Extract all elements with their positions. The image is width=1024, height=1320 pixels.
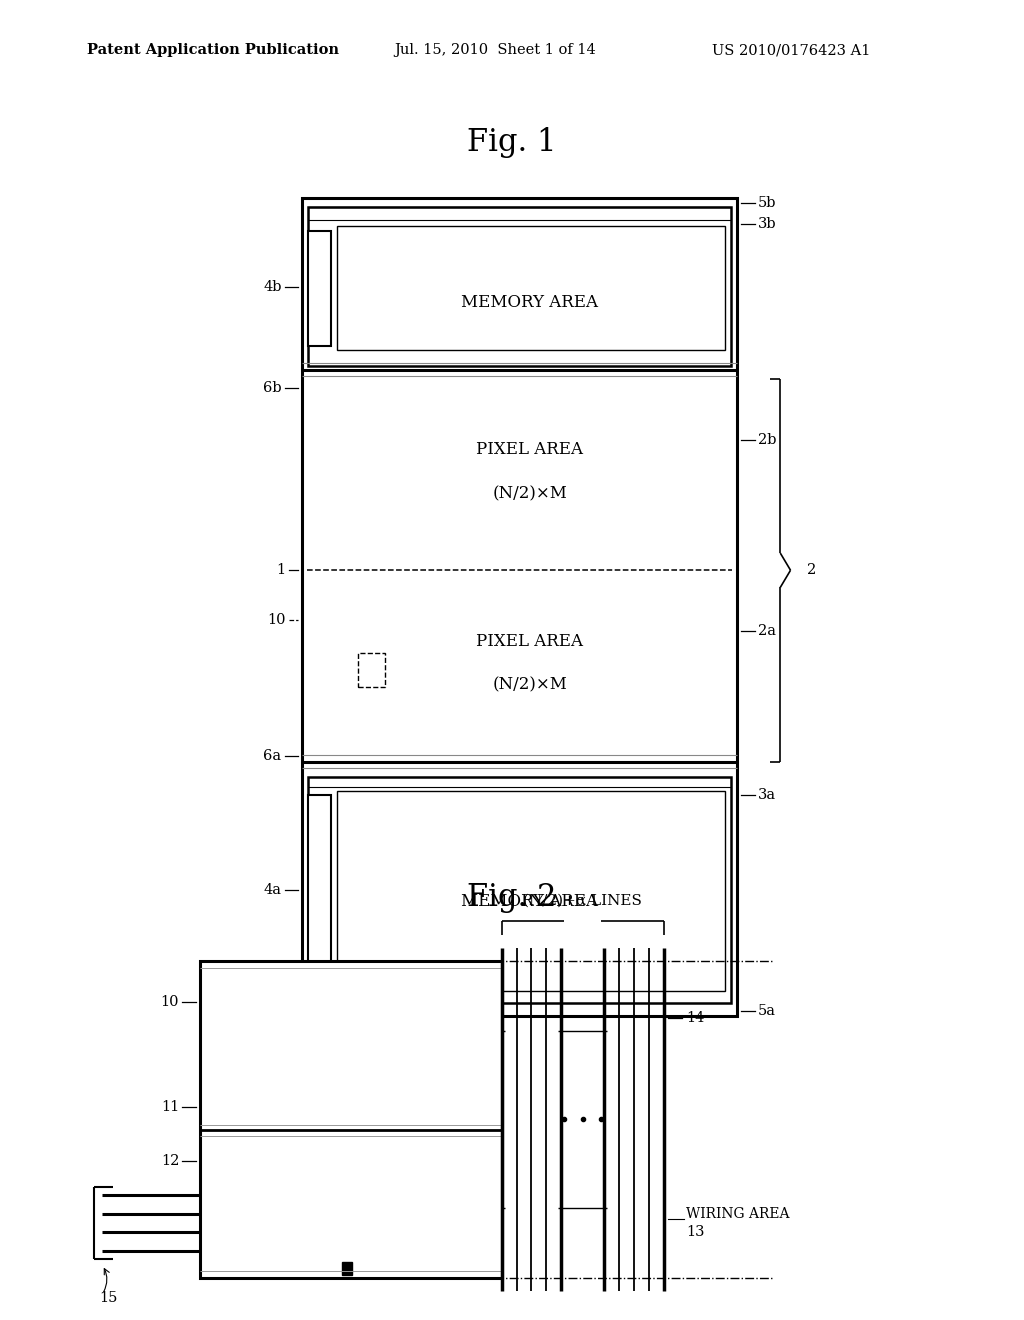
Text: MEMORY AREA: MEMORY AREA xyxy=(462,894,598,909)
Text: 11: 11 xyxy=(161,1100,179,1114)
Bar xyxy=(342,1262,352,1275)
Bar xyxy=(200,961,502,1278)
Text: 5a: 5a xyxy=(758,1005,776,1018)
Bar xyxy=(308,231,331,346)
Text: 12: 12 xyxy=(161,1154,179,1168)
Text: 15: 15 xyxy=(99,1291,118,1305)
Text: 1: 1 xyxy=(276,564,286,577)
Text: WIRING AREA: WIRING AREA xyxy=(686,1208,790,1221)
Bar xyxy=(308,777,731,1003)
Bar xyxy=(308,795,331,990)
Text: PIXEL AREA: PIXEL AREA xyxy=(476,632,584,649)
Text: PIXEL AREA: PIXEL AREA xyxy=(476,441,584,458)
Text: US 2010/0176423 A1: US 2010/0176423 A1 xyxy=(712,44,870,57)
Text: 10: 10 xyxy=(267,614,286,627)
Text: 14: 14 xyxy=(686,1011,705,1026)
Text: 10: 10 xyxy=(161,995,179,1010)
Text: 6a: 6a xyxy=(263,750,282,763)
Text: 3b: 3b xyxy=(758,218,776,231)
Bar xyxy=(337,226,725,350)
Text: 4b: 4b xyxy=(263,280,282,294)
Text: (N/2)×M: (N/2)×M xyxy=(493,677,567,693)
Text: Jul. 15, 2010  Sheet 1 of 14: Jul. 15, 2010 Sheet 1 of 14 xyxy=(394,44,596,57)
Text: (N/2)×M: (N/2)×M xyxy=(493,486,567,502)
Text: Fig. 2: Fig. 2 xyxy=(467,882,557,913)
Text: 3a: 3a xyxy=(758,788,776,801)
Text: (N/2)+α LINES: (N/2)+α LINES xyxy=(523,894,642,907)
Text: 4a: 4a xyxy=(263,883,282,896)
Text: Fig. 1: Fig. 1 xyxy=(467,127,557,158)
Text: 5b: 5b xyxy=(758,197,776,210)
Text: MEMORY AREA: MEMORY AREA xyxy=(462,294,598,312)
Text: 2: 2 xyxy=(807,564,816,577)
Text: Patent Application Publication: Patent Application Publication xyxy=(87,44,339,57)
Text: 6b: 6b xyxy=(263,381,282,395)
Text: 13: 13 xyxy=(686,1225,705,1239)
Bar xyxy=(358,652,385,686)
Bar xyxy=(308,207,731,366)
Bar xyxy=(302,198,737,1016)
Bar xyxy=(337,791,725,991)
Text: 2a: 2a xyxy=(758,624,776,639)
Text: 2b: 2b xyxy=(758,433,776,447)
